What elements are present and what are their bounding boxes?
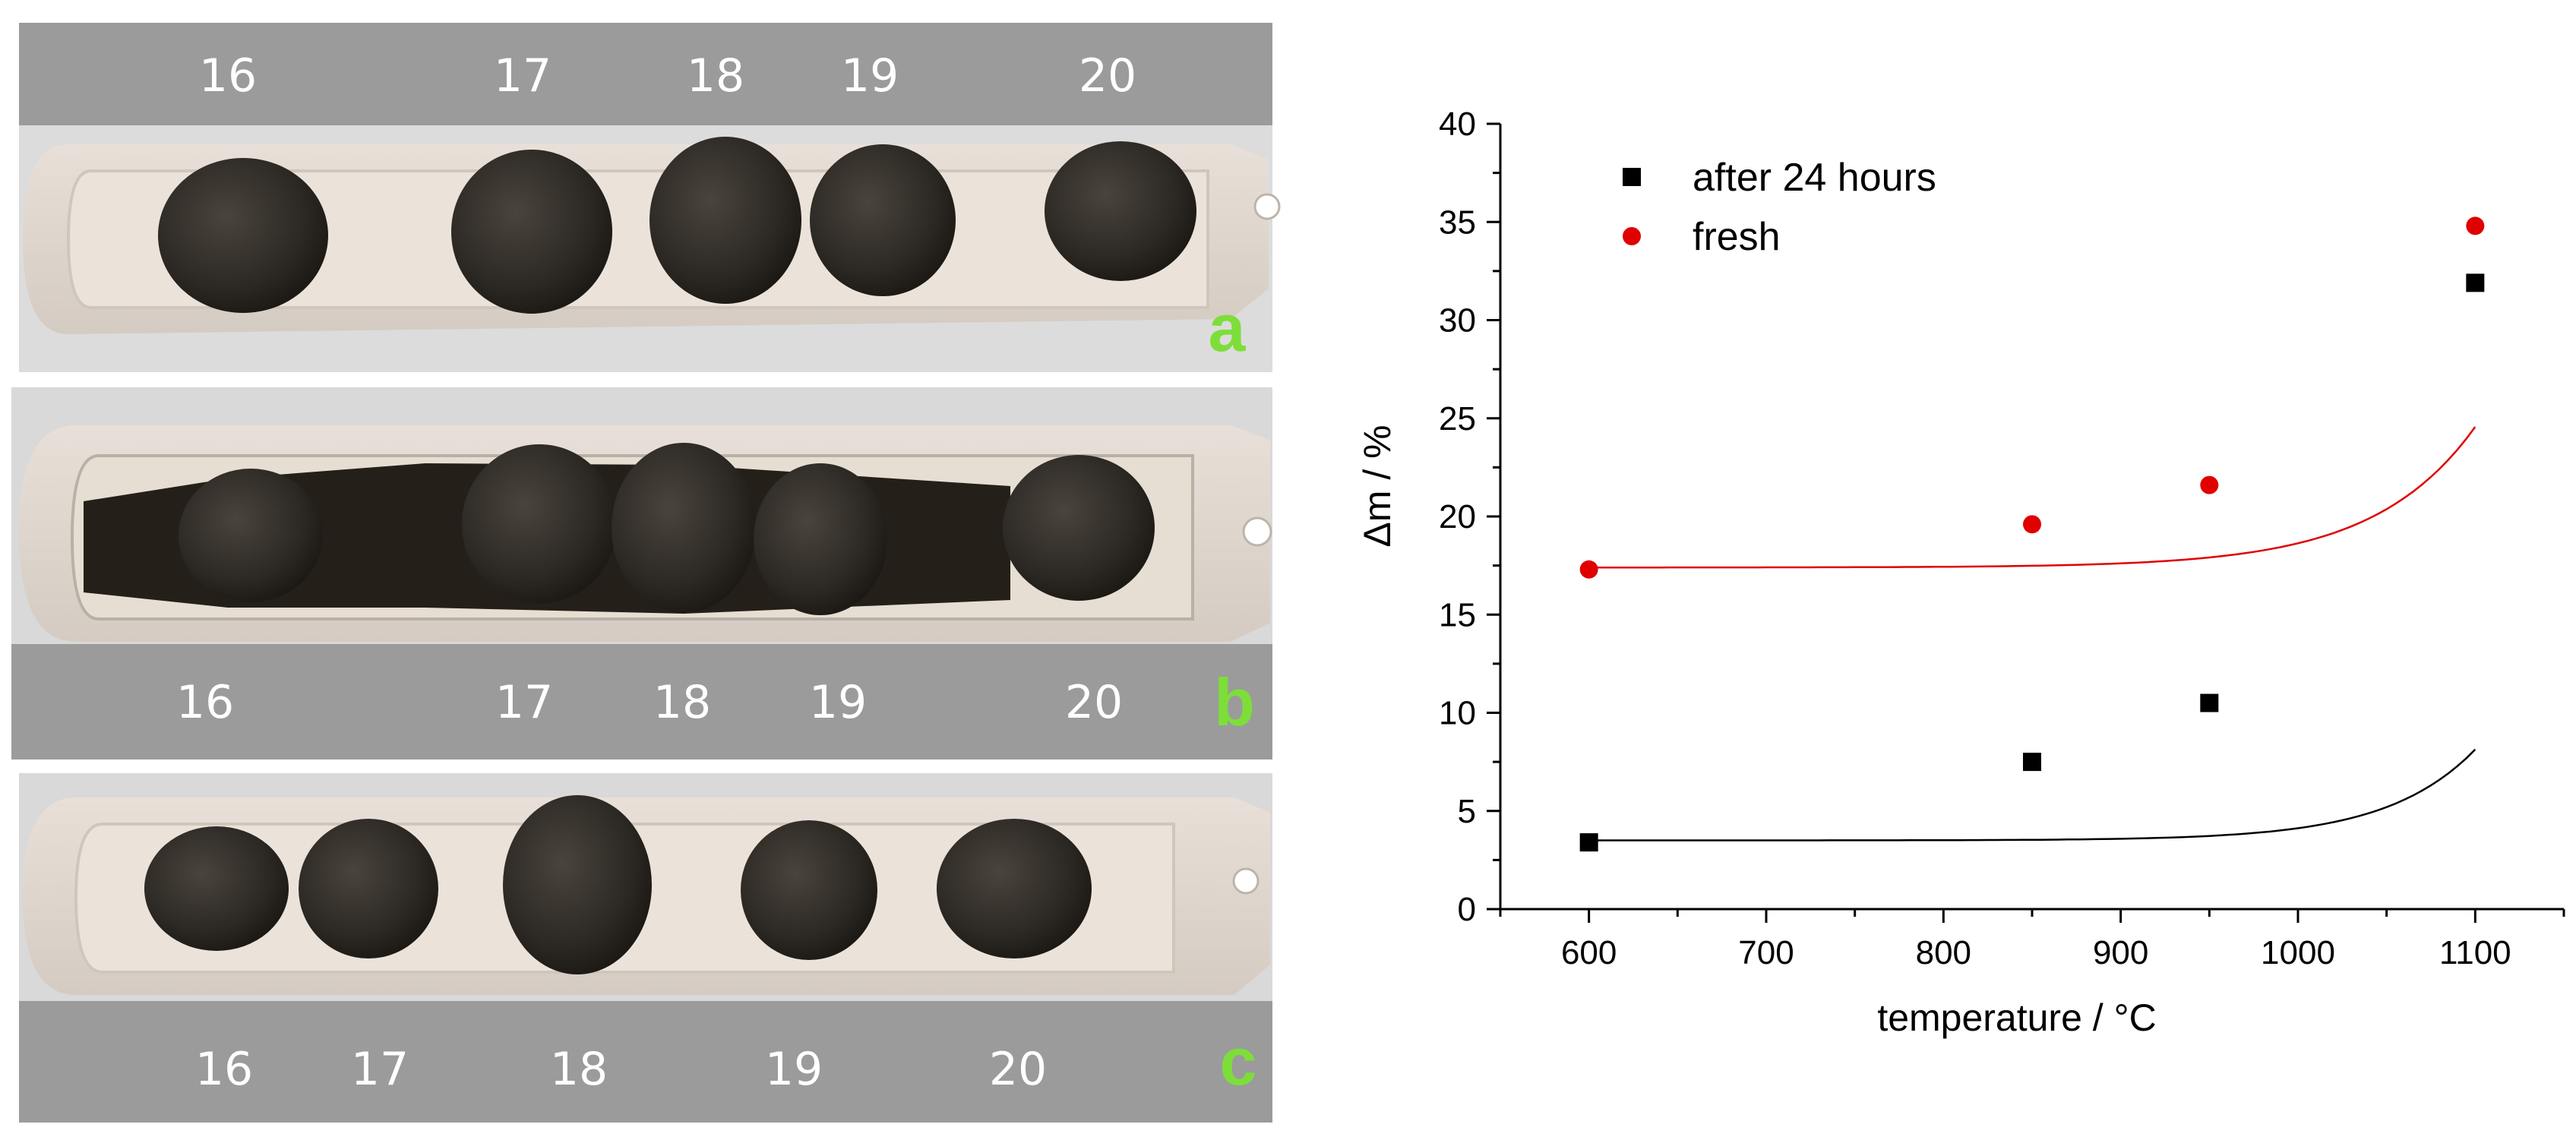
chart-svg: 600 700 800 900 1000 1100 0 5 10 15 20 25 30 35 40 aft… bbox=[1356, 106, 2565, 1039]
label-band-b bbox=[11, 644, 1272, 759]
fit-curve-series-1 bbox=[1588, 426, 2476, 569]
sample-label-c-20: 20 bbox=[989, 1043, 1047, 1096]
sample-label-c-17: 17 bbox=[351, 1043, 409, 1096]
sample-label-b-16: 16 bbox=[176, 676, 234, 729]
data-point-series-0 bbox=[2200, 693, 2219, 712]
chart-axes: 600 700 800 900 1000 1100 0 5 10 15 20 25 30 35 40 bbox=[1439, 106, 2565, 971]
pellet-b-16 bbox=[179, 469, 323, 602]
legend-marker-series-1 bbox=[1623, 227, 1641, 245]
y-tick-label: 10 bbox=[1439, 695, 1476, 732]
pellet-c-17 bbox=[299, 819, 438, 958]
x-tick-label: 1000 bbox=[2261, 934, 2335, 971]
y-tick-label: 35 bbox=[1439, 204, 1476, 241]
label-band-a bbox=[19, 23, 1272, 125]
fit-curve-series-0 bbox=[1588, 748, 2476, 842]
pellet-a-16 bbox=[158, 158, 328, 313]
label-band-c bbox=[19, 1001, 1272, 1123]
pellet-a-20 bbox=[1045, 141, 1196, 281]
x-tick-label: 1100 bbox=[2439, 934, 2511, 971]
panel-letter-c: c bbox=[1220, 1024, 1257, 1099]
y-tick-label: 40 bbox=[1439, 106, 1476, 143]
sample-label-b-19: 19 bbox=[809, 676, 867, 729]
sample-label-a-20: 20 bbox=[1079, 49, 1136, 103]
sample-label-a-19: 19 bbox=[841, 49, 899, 103]
pellet-a-18 bbox=[650, 137, 801, 304]
y-axis-title: Δm / % bbox=[1356, 425, 1399, 547]
legend-marker-series-0 bbox=[1623, 168, 1641, 186]
pellet-b-17 bbox=[462, 444, 617, 604]
x-tick-label: 900 bbox=[2093, 934, 2148, 971]
pellet-a-19 bbox=[810, 144, 956, 296]
legend-label-series-1: fresh bbox=[1693, 215, 1781, 259]
photo-panel-a: 16 17 18 19 20 a bbox=[19, 23, 1281, 372]
panel-letter-b: b bbox=[1214, 665, 1255, 740]
pellet-b-19 bbox=[754, 463, 887, 615]
pellet-c-20 bbox=[937, 819, 1092, 958]
y-tick-label: 25 bbox=[1439, 400, 1476, 437]
sample-label-a-16: 16 bbox=[199, 49, 257, 103]
data-point-series-1 bbox=[2023, 515, 2041, 534]
x-tick-label: 700 bbox=[1738, 934, 1794, 971]
y-tick-label: 30 bbox=[1439, 302, 1476, 339]
y-tick-label: 5 bbox=[1458, 793, 1476, 830]
data-point-series-1 bbox=[2200, 475, 2219, 494]
x-axis-title: temperature / °C bbox=[1877, 996, 2156, 1039]
pellet-c-16 bbox=[144, 826, 289, 951]
pellet-b-18 bbox=[612, 443, 756, 613]
fit-curves bbox=[1588, 426, 2476, 842]
data-point-series-0 bbox=[1579, 833, 1598, 852]
x-tick-label: 800 bbox=[1916, 934, 1971, 971]
photo-panel-b: 16 17 18 19 20 b bbox=[11, 387, 1272, 759]
sample-label-c-16: 16 bbox=[195, 1043, 253, 1096]
panel-letter-a: a bbox=[1209, 290, 1247, 365]
sample-photos-svg: 16 17 18 19 20 a 16 17 18 19 20 b bbox=[11, 23, 1281, 1123]
data-point-series-1 bbox=[2466, 216, 2485, 235]
data-point-series-1 bbox=[1579, 560, 1598, 579]
pellet-b-20 bbox=[1003, 455, 1155, 601]
sample-label-c-18: 18 bbox=[550, 1043, 608, 1096]
sample-label-b-20: 20 bbox=[1065, 676, 1123, 729]
sample-label-b-18: 18 bbox=[653, 676, 711, 729]
legend-label-series-0: after 24 hours bbox=[1693, 156, 1936, 200]
chart-legend: after 24 hours fresh bbox=[1623, 156, 1936, 259]
y-tick-label: 20 bbox=[1439, 498, 1476, 535]
sample-label-a-17: 17 bbox=[494, 49, 552, 103]
sample-label-a-18: 18 bbox=[687, 49, 744, 103]
photo-panel-c: 16 17 18 19 20 c bbox=[19, 773, 1272, 1123]
mass-change-chart: 600 700 800 900 1000 1100 0 5 10 15 20 25 30 35 40 aft… bbox=[1291, 0, 2576, 1136]
y-tick-label: 0 bbox=[1458, 891, 1476, 928]
pellet-c-19 bbox=[741, 820, 877, 960]
data-points bbox=[1579, 216, 2485, 852]
pellet-a-17 bbox=[451, 150, 612, 314]
sample-photos: 16 17 18 19 20 a 16 17 18 19 20 b bbox=[0, 0, 1291, 1136]
x-tick-label: 600 bbox=[1561, 934, 1617, 971]
data-point-series-0 bbox=[2466, 273, 2485, 292]
sample-label-b-17: 17 bbox=[495, 676, 553, 729]
data-point-series-0 bbox=[2023, 753, 2041, 772]
sample-label-c-19: 19 bbox=[765, 1043, 823, 1096]
y-tick-label: 15 bbox=[1439, 596, 1476, 633]
pellet-c-18 bbox=[503, 795, 652, 974]
